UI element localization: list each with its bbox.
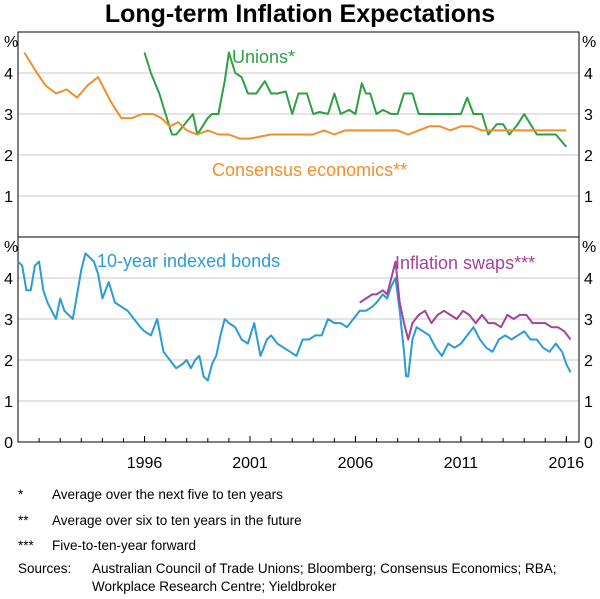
y-tick-label-right: 2: [584, 148, 593, 165]
y-unit-label-left: %: [4, 34, 18, 51]
x-tick-label: 2011: [444, 455, 479, 472]
footnote-3: *** Five-to-ten-year forward: [18, 537, 196, 555]
y-tick-label-right: 0: [584, 435, 593, 452]
x-tick-label: 1996: [127, 455, 163, 472]
y-tick-label-right: 1: [584, 189, 593, 206]
y-tick-label-left: 0: [4, 435, 13, 452]
footnote-1: * Average over the next five to ten years: [18, 486, 283, 504]
y-tick-label-left: 1: [4, 394, 13, 411]
series-line-unions: [143, 51, 568, 148]
y-unit-label-left: %: [4, 239, 18, 256]
y-tick-label-left: 2: [4, 353, 13, 370]
chart-area: 1 1 2 2 3 3 4 4% % 0 0 1 1 2 2 3 3 4 4% % 1996 2001 2006 2011 20…: [4, 31, 596, 472]
y-tick-label-right: 3: [584, 312, 593, 329]
footnote-text: Average over the next five to ten years: [52, 487, 283, 502]
series-line-consensus: [23, 51, 567, 140]
x-tick-label: 2016: [549, 455, 585, 472]
y-unit-label-right: %: [582, 239, 596, 256]
y-tick-label-left: 3: [4, 312, 13, 329]
sources: Sources: Australian Council of Trade Unio…: [18, 560, 588, 596]
consensus-label: Consensus economics**: [212, 160, 407, 180]
x-tick-label: 2001: [232, 455, 268, 472]
y-tick-label-left: 4: [4, 271, 13, 288]
y-tick-label-left: 2: [4, 148, 13, 165]
series-line-swaps: [359, 260, 572, 341]
sources-label: Sources:: [18, 561, 72, 576]
series-line-bonds: [17, 252, 572, 382]
y-tick-label-right: 3: [584, 107, 593, 124]
y-unit-label-right: %: [582, 34, 596, 51]
footnote-2: ** Average over six to ten years in the f…: [18, 512, 302, 530]
y-tick-label-right: 4: [584, 271, 593, 288]
y-tick-label-right: 4: [584, 66, 593, 83]
sources-text: Australian Council of Trade Unions; Bloo…: [92, 561, 557, 594]
footnote-mark: *: [18, 487, 24, 502]
footnote-mark: **: [18, 513, 29, 528]
y-tick-label-right: 2: [584, 353, 593, 370]
chart-title: Long-term Inflation Expectations: [104, 0, 496, 28]
bottom-panel-frame: [17, 236, 580, 443]
swaps-label: Inflation swaps***: [395, 253, 535, 273]
footnote-text: Five-to-ten-year forward: [52, 538, 197, 553]
unions-label: Unions*: [232, 47, 295, 67]
x-tick-label: 2006: [338, 455, 374, 472]
footnote-text: Average over six to ten years in the fut…: [52, 513, 302, 528]
y-tick-label-right: 1: [584, 394, 593, 411]
y-tick-label-left: 3: [4, 107, 13, 124]
bonds-label: 10-year indexed bonds: [97, 251, 280, 271]
y-tick-label-left: 4: [4, 66, 13, 83]
footnote-mark: ***: [18, 538, 34, 553]
y-tick-label-left: 1: [4, 189, 13, 206]
